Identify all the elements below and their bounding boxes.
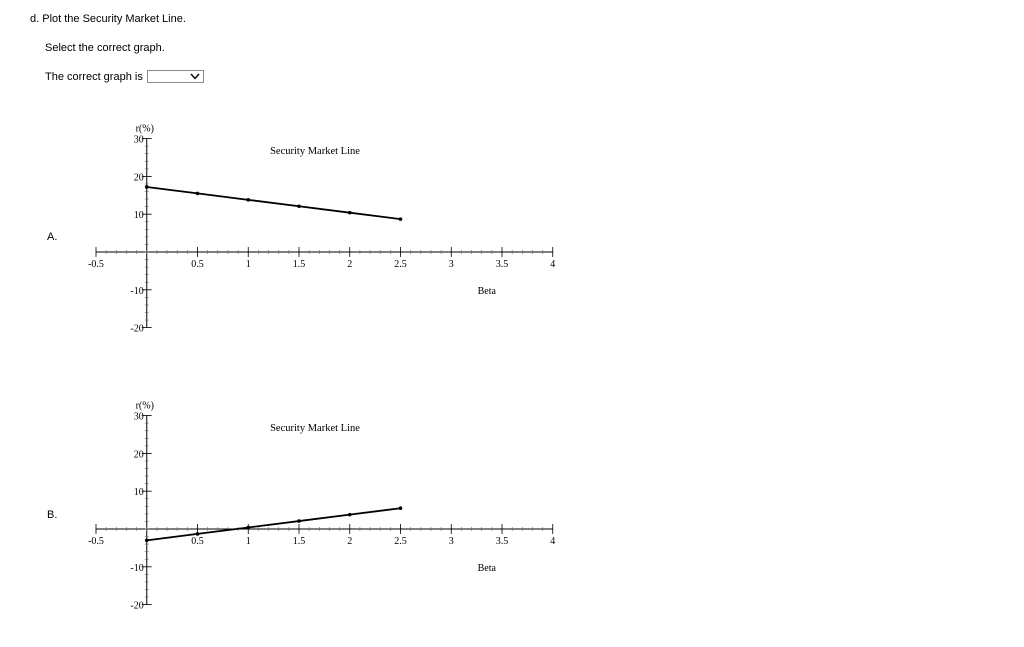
x-tick-label: 4 <box>550 536 555 547</box>
sml-data-point <box>246 198 251 202</box>
option-b-label[interactable]: B. <box>47 509 58 521</box>
y-tick-label: -10 <box>130 563 143 574</box>
chevron-down-icon <box>190 73 200 80</box>
x-tick-label: 2 <box>347 259 352 270</box>
sml-data-point <box>195 191 200 196</box>
chart-title: Security Market Line <box>270 146 360 157</box>
sml-series-line <box>146 507 401 542</box>
chart-title: Security Market Line <box>270 423 360 434</box>
y-tick-label: 10 <box>134 210 144 221</box>
x-tick-label: 3 <box>449 536 454 547</box>
sml-series-line <box>146 186 401 221</box>
x-tick-label: 4 <box>550 259 555 270</box>
sml-data-point <box>144 185 149 189</box>
chart-option-a: -0.5 0.5 1 1.5 2 2.5 3 3.5 4 -20 -10 10 20 30r(%) Beta… <box>88 124 555 335</box>
x-tick-label: 1.5 <box>293 536 306 547</box>
x-tick-label: 0.5 <box>191 536 204 547</box>
y-axis-label: r(%) <box>136 124 154 135</box>
graph-select-dropdown[interactable] <box>146 70 204 83</box>
sml-data-point <box>398 506 403 511</box>
answer-prompt: The correct graph is <box>45 70 143 83</box>
x-tick-label: -0.5 <box>88 259 104 270</box>
y-tick-label: -10 <box>130 286 143 297</box>
y-tick-label: -20 <box>130 601 143 612</box>
y-axis-label: r(%) <box>136 401 154 412</box>
sml-data-point <box>246 525 251 530</box>
sml-data-point <box>297 204 301 209</box>
x-tick-label: 1 <box>246 536 251 547</box>
question-instruction: Select the correct graph. <box>45 42 165 54</box>
x-tick-label: 0.5 <box>191 259 204 270</box>
y-tick-label: 10 <box>134 487 144 498</box>
x-tick-label: 1.5 <box>293 259 306 270</box>
x-tick-label: 1 <box>246 259 251 270</box>
answer-row: The correct graph is <box>45 70 204 83</box>
x-tick-label: 3 <box>449 259 454 270</box>
x-axis-label: Beta <box>478 563 497 574</box>
x-tick-label: 2 <box>347 536 352 547</box>
y-tick-label: 30 <box>134 412 144 423</box>
sml-data-point <box>347 512 352 517</box>
sml-data-point <box>195 532 200 536</box>
x-tick-label: 2.5 <box>394 536 407 547</box>
y-tick-label: 30 <box>134 135 144 146</box>
chart-option-b: -0.5 0.5 1 1.5 2 2.5 3 3.5 4 -20 -10 10 20 30r(%) Beta… <box>88 401 555 612</box>
x-tick-label: 2.5 <box>394 259 407 270</box>
question-title: d. Plot the Security Market Line. <box>30 13 186 25</box>
x-tick-label: 3.5 <box>496 536 509 547</box>
y-tick-label: -20 <box>130 324 143 335</box>
x-axis-label: Beta <box>478 286 497 297</box>
option-a-label[interactable]: A. <box>47 231 58 243</box>
x-tick-label: -0.5 <box>88 536 104 547</box>
x-tick-label: 3.5 <box>496 259 509 270</box>
y-tick-label: 20 <box>134 172 144 183</box>
sml-data-point <box>347 210 352 215</box>
y-tick-label: 20 <box>134 449 144 460</box>
sml-data-point <box>144 538 149 543</box>
sml-data-point <box>297 519 301 523</box>
sml-data-point <box>398 217 403 221</box>
